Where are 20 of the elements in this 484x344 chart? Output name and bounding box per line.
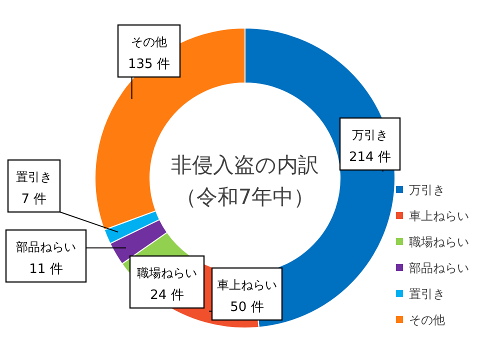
legend-label: その他 (409, 313, 445, 327)
data-label: 214 件 (349, 150, 391, 165)
data-label: 7 件 (21, 192, 47, 207)
data-label: 50 件 (230, 300, 264, 315)
legend-label: 車上ねらい (409, 209, 469, 223)
data-label: 11 件 (29, 262, 63, 277)
legend-label: 部品ねらい (409, 261, 469, 275)
text: （令和7年中） (175, 185, 315, 209)
slice-label: 部品ねらい (16, 240, 76, 254)
slice-label: 置引き (16, 170, 52, 184)
legend-label: 置引き (409, 287, 445, 301)
slice-label: その他 (131, 35, 167, 49)
legend-label: 万引き (409, 183, 445, 197)
slice-label: 職場ねらい (137, 266, 197, 280)
slice-label: 万引き (352, 128, 388, 142)
data-label: 135 件 (128, 57, 170, 72)
data-label: 24 件 (150, 288, 184, 303)
text: 非侵入盗の内訳 (171, 153, 319, 177)
legend-label: 職場ねらい (409, 235, 469, 249)
slice-label: 車上ねらい (217, 278, 277, 292)
